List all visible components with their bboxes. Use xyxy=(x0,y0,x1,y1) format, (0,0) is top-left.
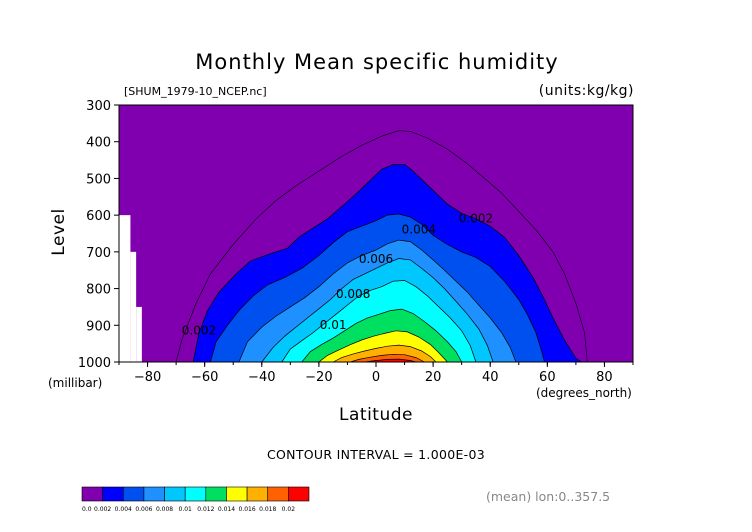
colorbar-swatch xyxy=(205,486,227,502)
contour-line-0.007 xyxy=(301,308,463,363)
x-axis: −80 −60 −40 −20 0 20 40 60 80 xyxy=(118,362,634,385)
colorbar-swatch xyxy=(288,486,310,502)
colorbar-label: 0.008 xyxy=(156,506,173,513)
x-tick-label: −40 xyxy=(248,370,275,385)
x-tick-label: 20 xyxy=(425,370,442,385)
contour-line-0.011 xyxy=(364,358,417,363)
contour-line-0.005 xyxy=(261,258,494,363)
y-tick-label: 700 xyxy=(86,246,111,261)
contour-labels: 0.002 0.004 0.006 0.008 0.01 0.002 xyxy=(182,211,493,337)
x-tick-label: 60 xyxy=(539,370,556,385)
colorbar-label: 0.014 xyxy=(218,506,235,513)
plot-area: 0.002 0.004 0.006 0.008 0.01 0.002 xyxy=(118,104,634,363)
y-tick-label: 400 xyxy=(86,136,111,151)
x-tick-label: −60 xyxy=(191,370,218,385)
contour-line-0.009 xyxy=(333,344,437,363)
colorbar-swatch xyxy=(81,486,103,502)
contour-label: 0.006 xyxy=(359,252,393,266)
contour-line-0.002 xyxy=(192,164,582,363)
colorbar-swatch xyxy=(226,486,248,502)
colorbar-swatch xyxy=(143,486,165,502)
contour-line-0.003 xyxy=(210,213,545,363)
colorbar-swatch xyxy=(267,486,289,502)
contour-line-0.008 xyxy=(318,330,448,363)
colorbar-label: 0.004 xyxy=(115,506,132,513)
missing-region xyxy=(130,251,137,362)
contour-label: 0.002 xyxy=(182,323,216,337)
colorbar-label: 0.002 xyxy=(94,506,111,513)
x-tick-label: −20 xyxy=(305,370,332,385)
contour-interval-text: CONTOUR INTERVAL = 1.000E-03 xyxy=(267,447,485,462)
colorbar-label: 0.016 xyxy=(238,506,255,513)
contour-label: 0.002 xyxy=(459,211,493,225)
colorbar-label: 0.006 xyxy=(135,506,152,513)
y-tick-label: 600 xyxy=(86,209,111,224)
mean-note: (mean) lon:0..357.5 xyxy=(486,489,610,504)
contour-line-0.004 xyxy=(238,239,517,363)
colorbar-label: 0.018 xyxy=(259,506,276,513)
colorbar-label: 0.0 xyxy=(82,506,92,513)
units-label: (units:kg/kg) xyxy=(539,83,634,99)
y-tick-label: 500 xyxy=(86,172,111,187)
contour-lines xyxy=(175,130,588,363)
y-axis: 300 400 500 600 700 800 900 1000 xyxy=(78,99,119,371)
colorbar-label: 0.02 xyxy=(282,506,296,513)
x-tick-label: −80 xyxy=(134,370,161,385)
contour-label: 0.004 xyxy=(402,223,436,237)
missing-region xyxy=(136,306,142,362)
y-tick-label: 300 xyxy=(86,99,111,114)
y-tick-label: 800 xyxy=(86,283,111,298)
colorbar-swatch xyxy=(122,486,145,502)
colorbar-swatch xyxy=(164,486,186,502)
colorbar-swatch xyxy=(102,486,124,502)
contour-line-0.01 xyxy=(350,353,425,363)
file-label: [SHUM_1979-10_NCEP.nc] xyxy=(124,85,267,98)
chart-title: Monthly Mean specific humidity xyxy=(195,50,558,74)
contour-label: 0.008 xyxy=(336,287,370,301)
y-axis-label: Level xyxy=(49,208,69,255)
contour-line-0.001 xyxy=(175,130,588,363)
y-tick-label: 1000 xyxy=(78,356,111,371)
y-axis-units: (millibar) xyxy=(48,376,102,390)
colorbar: 0.0 0.002 0.004 0.006 0.008 0.01 0.012 0.014 0.0… xyxy=(81,486,310,513)
x-tick-label: 80 xyxy=(596,370,613,385)
missing-region xyxy=(119,215,131,362)
colorbar-swatch xyxy=(184,486,207,502)
x-axis-label: Latitude xyxy=(339,405,413,425)
x-axis-units: (degrees_north) xyxy=(536,386,632,400)
missing-data-regions xyxy=(119,215,142,362)
x-tick-label: 40 xyxy=(482,370,499,385)
x-tick-label: 0 xyxy=(372,370,380,385)
contour-label: 0.01 xyxy=(320,318,347,332)
colorbar-label: 0.012 xyxy=(197,506,214,513)
colorbar-label: 0.01 xyxy=(179,506,193,513)
y-tick-label: 900 xyxy=(86,319,111,334)
colorbar-swatch xyxy=(246,486,269,502)
contour-line-0.006 xyxy=(281,280,477,363)
